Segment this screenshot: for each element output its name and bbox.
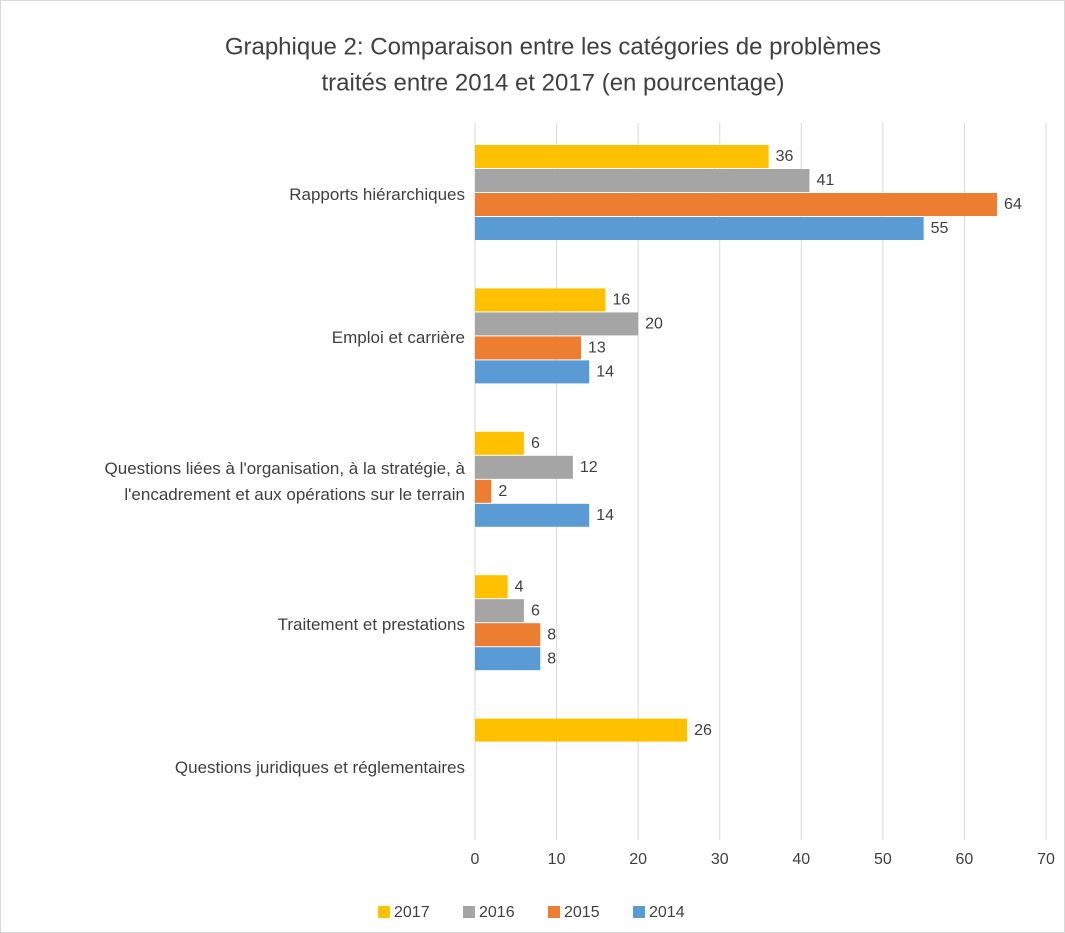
x-tick-label: 60 [956,851,974,868]
bar [475,193,998,216]
data-label: 16 [613,292,631,309]
legend-swatch [633,906,645,918]
category-label: Questions liées à l'organisation, à la s… [104,458,465,504]
data-label: 2 [498,483,507,500]
x-tick-label: 10 [548,851,566,868]
bar [475,575,508,599]
data-label: 13 [588,340,606,357]
x-tick-label: 50 [874,851,892,868]
legend-swatch [378,906,390,918]
category-label: Questions juridiques et réglementaires [174,758,465,778]
data-label: 64 [1004,196,1022,213]
bar [475,503,590,527]
chart-title: traités entre 2014 et 2017 (en pourcenta… [322,69,785,96]
category-label: Rapports hiérarchiques [289,184,465,204]
category-label: Emploi et carrière [331,328,465,348]
data-label: 6 [531,435,540,452]
data-label: 12 [580,459,598,476]
x-tick-label: 20 [629,851,647,868]
bar [475,479,492,503]
bar [475,288,606,312]
bar [475,145,769,168]
bar [475,599,524,623]
x-tick-label: 40 [792,851,810,868]
x-tick-label: 70 [1037,851,1055,868]
bar [475,169,810,192]
x-tick-label: 0 [471,851,480,868]
data-label: 8 [547,626,556,643]
chart-title: Graphique 2: Comparaison entre les catég… [225,33,881,60]
data-label: 4 [515,578,524,595]
bar [475,360,590,384]
data-label: 6 [531,602,540,619]
legend-label: 2014 [649,904,685,921]
x-tick-label: 30 [711,851,729,868]
bar [475,647,541,671]
bar [475,718,688,742]
bar [475,623,541,647]
data-label: 36 [776,148,794,165]
bar [475,455,573,479]
bar [475,217,924,240]
legend-label: 2017 [394,904,430,921]
category-label: Traitement et prestations [277,614,465,634]
legend-swatch [548,906,560,918]
data-label: 26 [694,722,712,739]
legend-swatch [463,906,475,918]
legend-label: 2016 [479,904,515,921]
data-label: 55 [931,220,949,237]
data-label: 8 [547,650,556,667]
legend-label: 2015 [564,904,600,921]
bar [475,312,639,336]
data-label: 20 [645,316,663,333]
data-label: 41 [816,172,834,189]
bar [475,431,524,455]
data-label: 14 [596,507,614,524]
bar [475,336,582,360]
data-label: 14 [596,364,614,381]
